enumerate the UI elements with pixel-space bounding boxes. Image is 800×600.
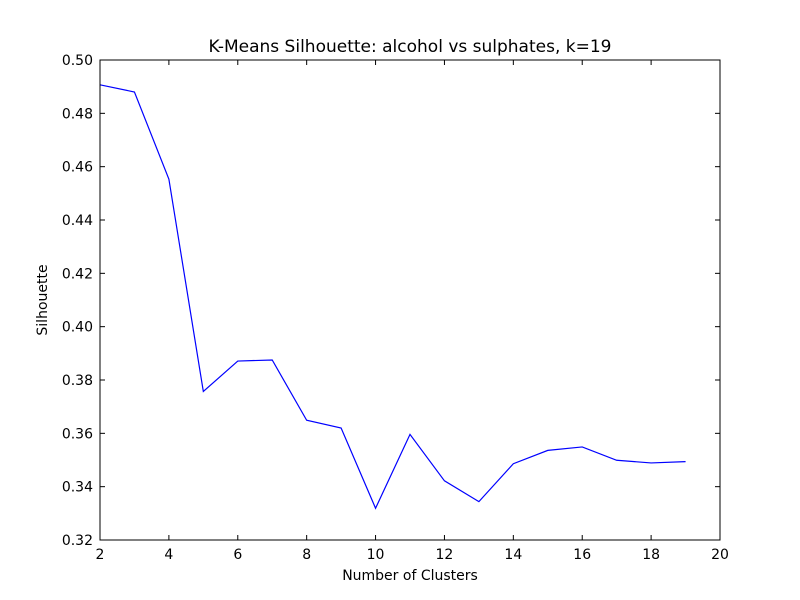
x-tick-label: 20 — [711, 547, 729, 563]
x-tick-label: 2 — [96, 547, 105, 563]
y-axis-label: Silhouette — [35, 264, 51, 335]
y-tick-label: 0.44 — [62, 213, 93, 229]
plot-frame — [99, 59, 721, 541]
x-tick-label: 12 — [436, 547, 454, 563]
y-tick-label: 0.34 — [62, 480, 93, 496]
x-tick-label: 18 — [642, 547, 660, 563]
y-tick-label: 0.42 — [62, 266, 93, 282]
x-tick-label: 14 — [504, 547, 522, 563]
plot-area — [99, 84, 686, 510]
x-tick-label: 16 — [573, 547, 591, 563]
y-tick-label: 0.48 — [62, 106, 93, 122]
y-tick-label: 0.50 — [62, 53, 93, 69]
x-axis-label: Number of Clusters — [342, 568, 478, 584]
y-tick-label: 0.46 — [62, 160, 93, 176]
y-tick-label: 0.40 — [62, 320, 93, 336]
x-tick-label: 10 — [367, 547, 385, 563]
x-tick-label: 8 — [302, 547, 311, 563]
y-tick-label: 0.38 — [62, 373, 93, 389]
chart-title: K-Means Silhouette: alcohol vs sulphates… — [208, 37, 611, 57]
y-tick-label: 0.36 — [62, 426, 93, 442]
axis-ticks: 2 4 6 8 10 12 14 16 18 20 0.32 0.34 0.36 0.38 0.40 0.42… — [62, 53, 729, 563]
x-tick-label: 4 — [164, 547, 173, 563]
series-line-0 — [99, 84, 686, 510]
x-tick-label: 6 — [233, 547, 242, 563]
y-tick-label: 0.32 — [62, 533, 93, 549]
